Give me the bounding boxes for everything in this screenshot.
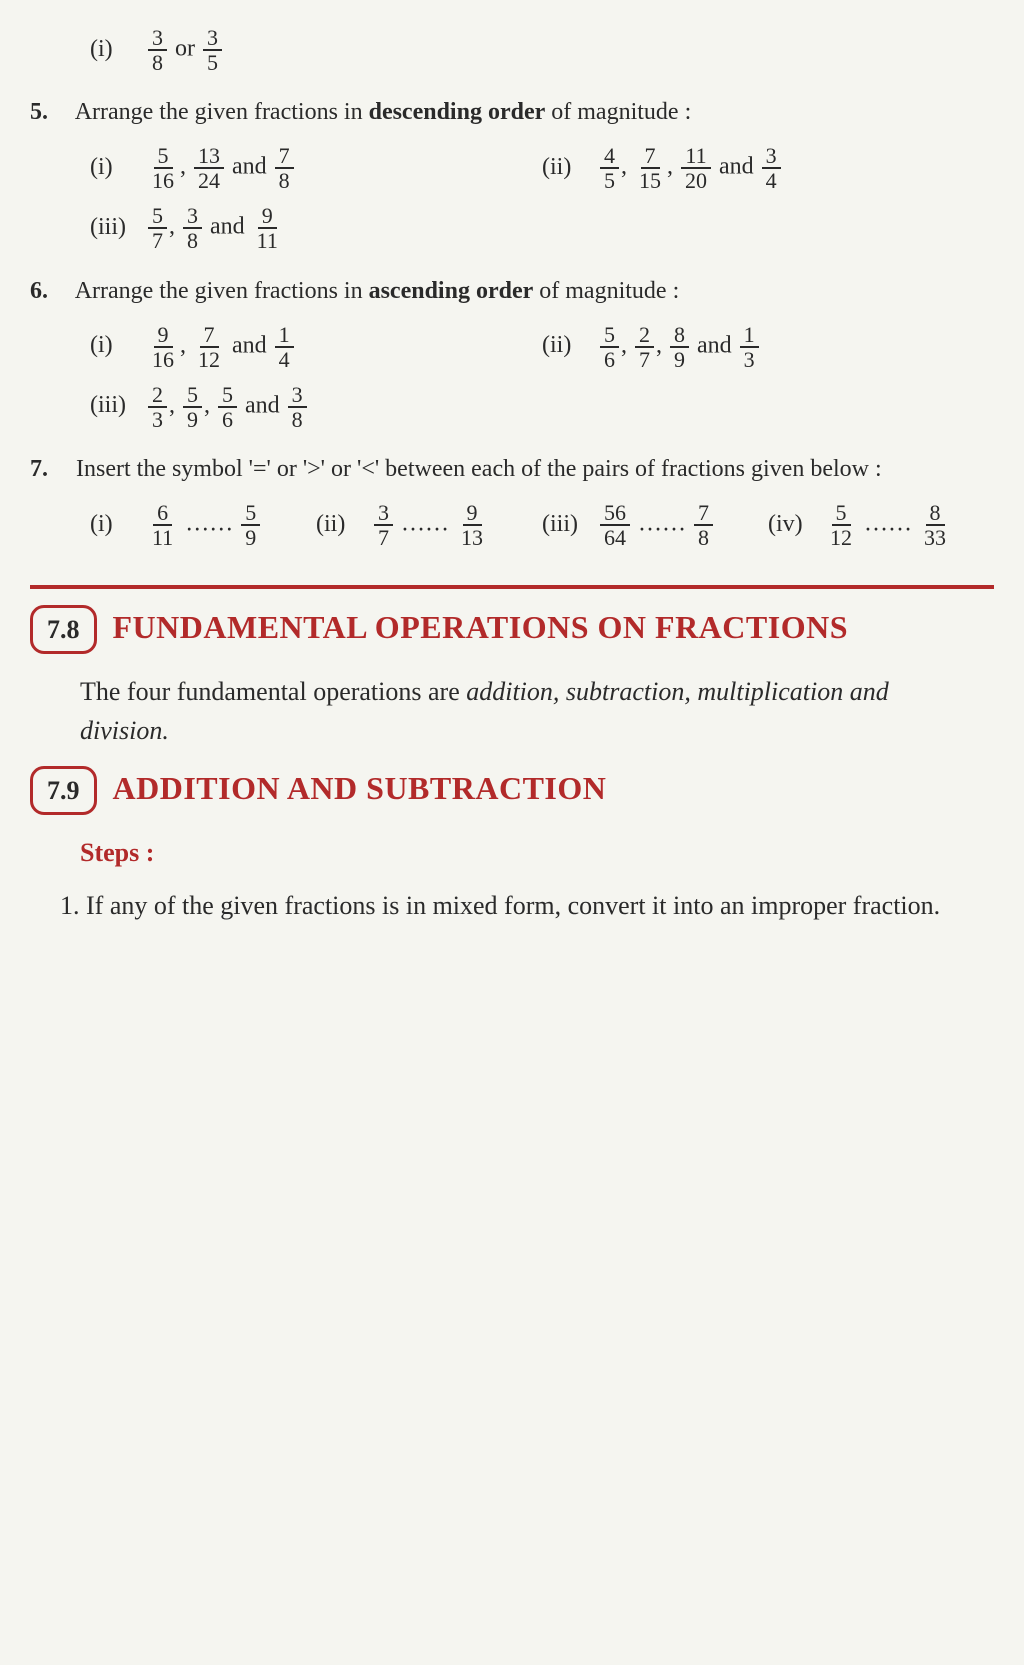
- list-item: (iv) 512 …… 833: [768, 501, 994, 549]
- q5: 5. Arrange the given fractions in descen…: [30, 94, 994, 130]
- fraction: 916: [148, 323, 178, 371]
- q-prev-option-row: (i) 3 8 or 3 5: [90, 20, 994, 80]
- section-badge-7-9: 7.9: [30, 766, 97, 815]
- fraction: 715: [635, 144, 665, 192]
- fraction: 712: [194, 323, 224, 371]
- fraction: 56: [600, 323, 619, 371]
- fraction: 78: [694, 501, 713, 549]
- fraction: 516: [148, 144, 178, 192]
- section-7-8: 7.8 FUNDAMENTAL OPERATIONS ON FRACTIONS: [30, 603, 994, 654]
- blank-dots: ……: [185, 511, 233, 537]
- opt-label: (iv): [768, 506, 818, 542]
- intro-preamble: The four fundamental operations are: [80, 677, 466, 706]
- q5-options: (i) 516, 1324 and 78(ii) 45, 715, 1120 a…: [90, 138, 994, 258]
- blank-dots: ……: [638, 511, 686, 537]
- list-item: (iii) 57, 38 and 911: [90, 204, 994, 252]
- opt-label: (i): [90, 149, 140, 185]
- fraction: 611: [148, 501, 177, 549]
- fraction: 59: [241, 501, 260, 549]
- fraction: 37: [374, 501, 393, 549]
- fraction: 38: [288, 383, 307, 431]
- opt-label: (ii): [542, 327, 592, 363]
- opt-prev-i: (i) 3 8 or 3 5: [90, 26, 994, 74]
- opt-label: (iii): [90, 387, 140, 423]
- blank-dots: ……: [864, 511, 912, 537]
- q6-options: (i) 916, 712 and 14(ii) 56, 27, 89 and 1…: [90, 317, 994, 437]
- opt-label: (ii): [316, 506, 366, 542]
- opt-label: (i): [90, 506, 140, 542]
- blank-dots: ……: [401, 511, 449, 537]
- opt-label: (ii): [542, 149, 592, 185]
- section-title-7-9: ADDITION AND SUBTRACTION: [113, 770, 607, 806]
- steps-label: Steps :: [80, 838, 154, 867]
- q5-text: Arrange the given fractions in descendin…: [75, 99, 692, 125]
- fraction: 3 5: [203, 26, 222, 74]
- section-badge-7-8: 7.8: [30, 605, 97, 654]
- q7-options: (i) 611 …… 59(ii) 37 …… 913(iii) 5664 ………: [90, 495, 994, 555]
- fraction: 14: [275, 323, 294, 371]
- q7: 7. Insert the symbol '=' or '>' or '<' b…: [30, 451, 994, 487]
- step-1-number: 1.: [60, 891, 80, 920]
- step-1: 1. If any of the given fractions is in m…: [60, 886, 984, 925]
- fraction: 512: [826, 501, 856, 549]
- q6: 6. Arrange the given fractions in ascend…: [30, 273, 994, 309]
- fraction: 1120: [681, 144, 711, 192]
- fraction: 59: [183, 383, 202, 431]
- fraction: 89: [670, 323, 689, 371]
- list-item: (iii) 5664 …… 78: [542, 501, 768, 549]
- q6-text: Arrange the given fractions in ascending…: [75, 278, 680, 304]
- or-word: or: [175, 36, 195, 62]
- opt-label: (iii): [542, 506, 592, 542]
- steps-row: Steps :: [80, 833, 984, 872]
- step-1-text: If any of the given fractions is in mixe…: [86, 891, 940, 920]
- sec78-intro: The four fundamental operations are addi…: [80, 672, 984, 750]
- fraction: 57: [148, 204, 167, 252]
- opt-label: (i): [90, 31, 140, 67]
- fraction: 56: [218, 383, 237, 431]
- fraction: 5664: [600, 501, 630, 549]
- fraction: 34: [762, 144, 781, 192]
- fraction: 23: [148, 383, 167, 431]
- list-item: (iii) 23, 59, 56 and 38: [90, 383, 994, 431]
- list-item: (ii) 56, 27, 89 and 13: [542, 323, 994, 371]
- section-title-7-8: FUNDAMENTAL OPERATIONS ON FRACTIONS: [113, 609, 848, 645]
- fraction: 13: [740, 323, 759, 371]
- list-item: (i) 516, 1324 and 78: [90, 144, 542, 192]
- q7-number: 7.: [30, 451, 70, 487]
- q6-number: 6.: [30, 273, 70, 309]
- q5-number: 5.: [30, 94, 70, 130]
- q7-text: Insert the symbol '=' or '>' or '<' betw…: [76, 456, 882, 482]
- fraction: 913: [457, 501, 487, 549]
- section-divider: [30, 585, 994, 589]
- fraction: 833: [920, 501, 950, 549]
- opt-label: (i): [90, 327, 140, 363]
- fraction: 45: [600, 144, 619, 192]
- opt-label: (iii): [90, 209, 140, 245]
- fraction: 1324: [194, 144, 224, 192]
- fraction: 3 8: [148, 26, 167, 74]
- list-item: (ii) 45, 715, 1120 and 34: [542, 144, 994, 192]
- fraction: 38: [183, 204, 202, 252]
- list-item: (i) 611 …… 59: [90, 501, 316, 549]
- fraction: 911: [253, 204, 282, 252]
- list-item: (i) 916, 712 and 14: [90, 323, 542, 371]
- fraction: 27: [635, 323, 654, 371]
- fraction: 78: [275, 144, 294, 192]
- section-7-9: 7.9 ADDITION AND SUBTRACTION: [30, 764, 994, 815]
- list-item: (ii) 37 …… 913: [316, 501, 542, 549]
